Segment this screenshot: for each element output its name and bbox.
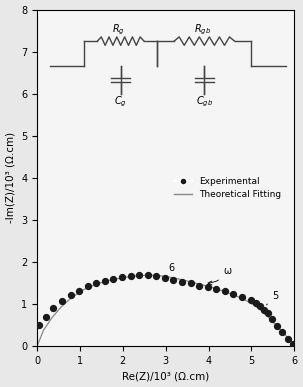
Point: [248, 297, 253, 303]
Point: [37, 322, 42, 328]
Text: 5: 5: [267, 291, 278, 305]
Point: [128, 273, 133, 279]
X-axis label: Re(Z)/10³ (Ω.cm): Re(Z)/10³ (Ω.cm): [122, 372, 209, 382]
Point: [270, 316, 275, 322]
Point: [180, 279, 185, 285]
Point: [265, 310, 270, 317]
Point: [51, 305, 56, 312]
Point: [43, 313, 48, 320]
Legend: Experimental, Theoretical Fitting: Experimental, Theoretical Fitting: [170, 173, 285, 203]
Point: [77, 288, 82, 294]
Point: [262, 307, 267, 313]
Point: [120, 274, 125, 280]
Point: [111, 276, 116, 282]
Point: [205, 284, 210, 290]
Point: [253, 300, 258, 306]
Point: [59, 298, 64, 304]
Point: [197, 283, 201, 289]
Point: [94, 280, 99, 286]
Point: [231, 291, 236, 297]
Point: [171, 277, 176, 283]
Point: [285, 336, 290, 342]
Point: [162, 275, 167, 281]
Point: [240, 294, 245, 300]
Point: [290, 341, 295, 348]
Point: [258, 303, 262, 309]
Point: [275, 323, 280, 329]
Point: [222, 288, 227, 295]
Y-axis label: -Im(Z)/10³ (Ω.cm): -Im(Z)/10³ (Ω.cm): [5, 132, 15, 223]
Text: $R_g$: $R_g$: [112, 22, 125, 37]
Text: ω: ω: [208, 266, 232, 285]
Point: [188, 280, 193, 286]
Point: [280, 329, 285, 336]
Point: [137, 272, 142, 279]
Point: [85, 283, 90, 289]
Point: [68, 292, 73, 298]
Point: [214, 286, 219, 292]
Text: $C_g$: $C_g$: [114, 95, 127, 109]
Text: $C_{gb}$: $C_{gb}$: [196, 95, 213, 109]
Point: [102, 277, 107, 284]
Point: [145, 272, 150, 279]
Text: 6: 6: [166, 263, 174, 278]
Text: $R_{gb}$: $R_{gb}$: [194, 22, 211, 37]
Point: [154, 273, 159, 279]
